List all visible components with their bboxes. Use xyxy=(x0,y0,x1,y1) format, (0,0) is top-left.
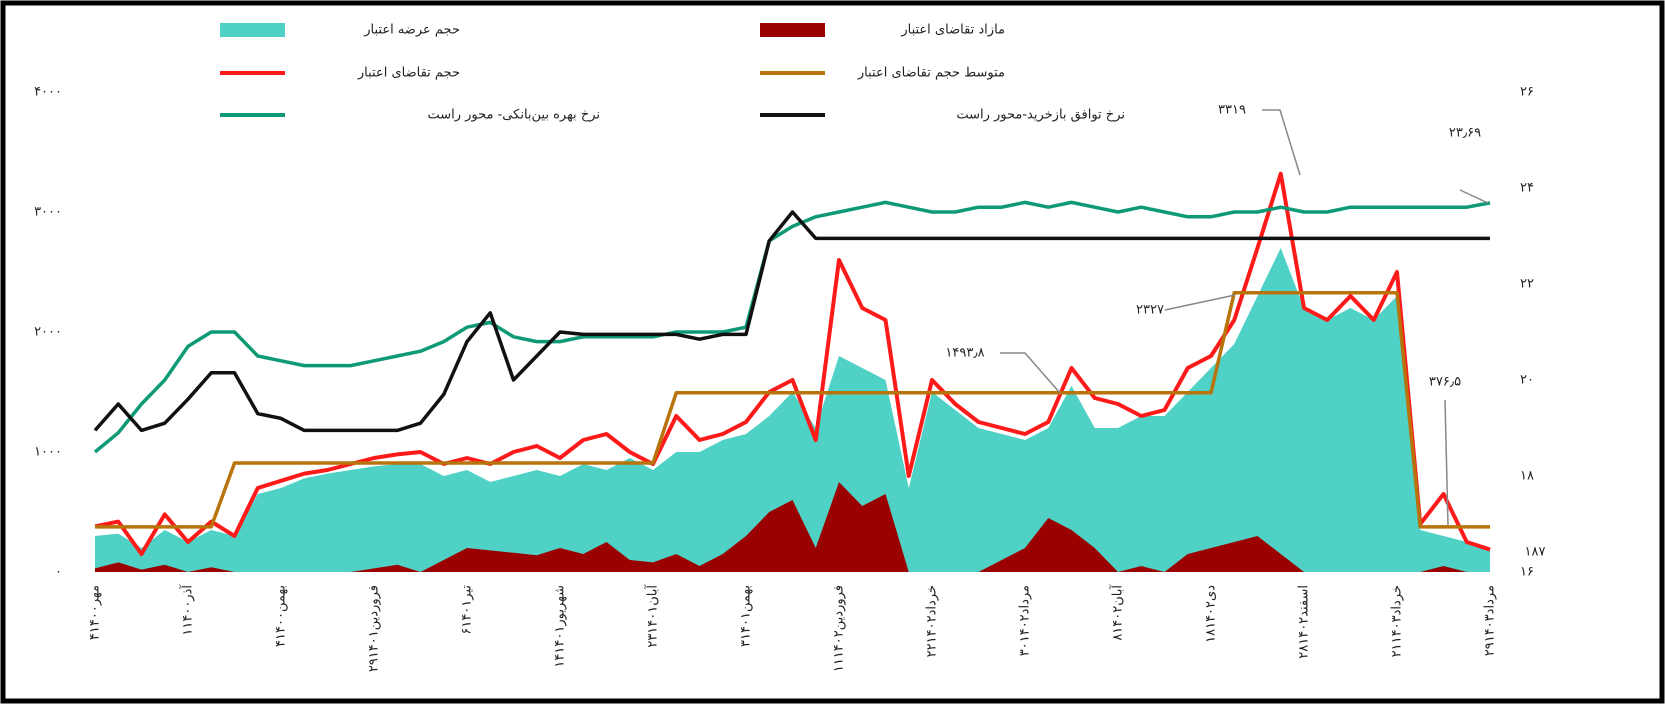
x-tick-label: ۸آبان۱۴۰۲ xyxy=(1109,584,1126,641)
x-tick-label: ۴مهر۱۴۰۰ xyxy=(88,585,103,640)
x-tick-label: ۲۲خرداد۱۴۰۲ xyxy=(925,585,940,657)
line xyxy=(93,210,1490,433)
legend-swatch xyxy=(760,23,825,37)
line xyxy=(94,171,1491,556)
y2-tick-label: ۲۶ xyxy=(1520,85,1534,100)
annotation-leader xyxy=(1000,352,1061,394)
legend-label: حجم تقاضای اعتبار xyxy=(357,66,460,81)
annotation-leader xyxy=(1459,189,1489,204)
y-tick-label: ۱۰۰۰ xyxy=(34,445,62,460)
y2-tick-label: ۲۴ xyxy=(1520,181,1534,196)
x-tick-label: ۲۹فروردین۱۴۰۱ xyxy=(367,585,382,672)
x-tick-label: ۱۴شهریور۱۴۰۱ xyxy=(553,585,568,668)
x-tick-label: ۱۱فروردین۱۴۰۲ xyxy=(832,585,847,672)
annotation-leader xyxy=(1444,399,1449,526)
area xyxy=(95,482,1490,572)
x-tick-label: ۳۰مرداد۱۴۰۲ xyxy=(1018,585,1033,656)
x-tick-label: ۲۹مرداد۱۴۰۳ xyxy=(1483,585,1498,656)
x-tick-label: ۲۳آبان۱۴۰۱ xyxy=(644,584,661,648)
annotation: ۳۷۶٫۵ xyxy=(1429,375,1461,390)
annotation: ۳۳۱۹ xyxy=(1218,103,1246,118)
area xyxy=(95,248,1490,572)
x-tick-label: ۱۸دی۱۴۰۲ xyxy=(1204,585,1219,643)
x-tick-label: ۱آذر۱۴۰۰ xyxy=(179,584,196,636)
annotation-leader xyxy=(1164,294,1236,311)
x-tick-label: ۲۱خرداد۱۴۰۳ xyxy=(1390,585,1405,657)
annotation-leader xyxy=(1262,109,1301,176)
legend-label: متوسط حجم تقاضای اعتبار xyxy=(857,66,1005,81)
legend-swatch xyxy=(220,23,285,37)
y-tick-label: ۲۰۰۰ xyxy=(34,325,62,340)
y-tick-label: ۴۰۰۰ xyxy=(34,85,62,100)
y2-tick-label: ۱۶ xyxy=(1520,565,1534,580)
x-tick-label: ۴بهمن۱۴۰۰ xyxy=(274,585,289,647)
annotation: ۲۳۲۷ xyxy=(1136,303,1164,318)
x-tick-label: ۶تیر۱۴۰۱ xyxy=(460,585,475,635)
y2-tick-label: ۲۰ xyxy=(1520,373,1534,388)
legend-label: نرخ بهره بین‌بانکی- محور راست xyxy=(427,108,600,123)
annotation: ۱۴۹۳٫۸ xyxy=(945,346,984,361)
y2-tick-label: ۲۲ xyxy=(1520,277,1534,292)
x-tick-label: ۳بهمن۱۴۰۱ xyxy=(739,585,754,647)
y-tick-label: ۰ xyxy=(55,565,62,580)
x-tick-label: ۲۸اسفند۱۴۰۲ xyxy=(1297,585,1312,659)
y-tick-label: ۳۰۰۰ xyxy=(34,205,62,220)
annotation: ۲۳٫۶۹ xyxy=(1449,126,1481,141)
legend-label: حجم عرضه اعتبار xyxy=(363,23,460,38)
y2-tick-label: ۱۸ xyxy=(1520,469,1534,484)
legend-label: نرخ توافق بازخرید-محور راست xyxy=(956,108,1125,123)
line xyxy=(93,200,1491,454)
line xyxy=(95,291,1490,529)
legend-label: مازاد تقاضای اعتبار xyxy=(900,23,1005,38)
annotation: ۱۸۷ xyxy=(1525,545,1546,560)
